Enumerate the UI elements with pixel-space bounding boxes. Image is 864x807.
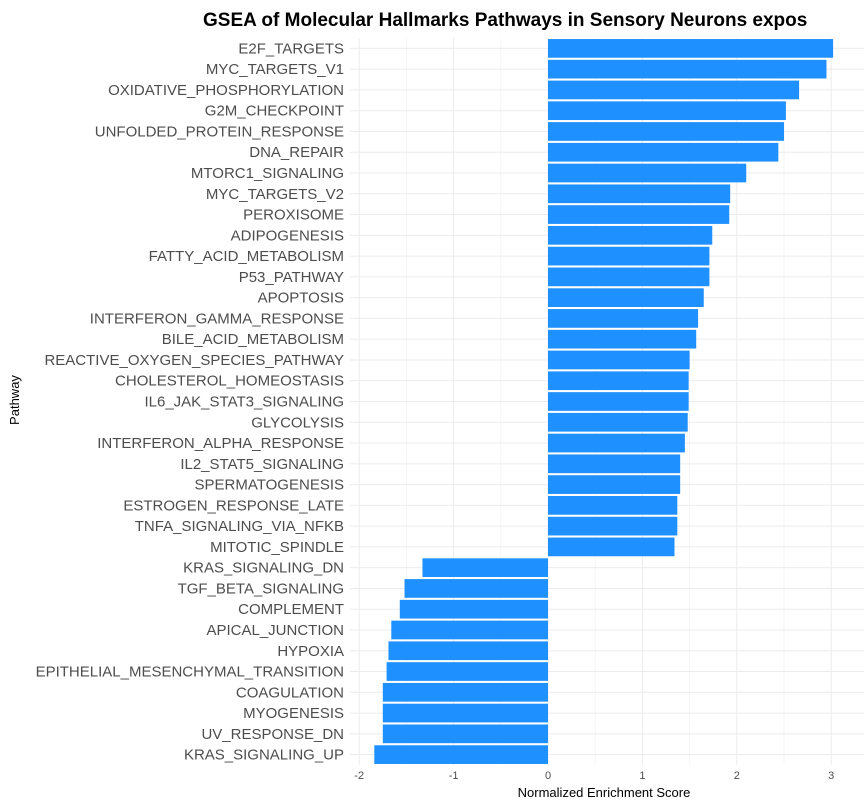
bar-interferon-alpha-response xyxy=(548,433,685,453)
category-label: COMPLEMENT xyxy=(238,601,344,618)
category-label: HYPOXIA xyxy=(277,643,344,660)
bar-glycolysis xyxy=(548,412,688,432)
category-label: TGF_BETA_SIGNALING xyxy=(178,580,344,597)
x-tick-labels: -2 -1 0 1 2 3 xyxy=(354,770,834,782)
chart-title: GSEA of Molecular Hallmarks Pathways in … xyxy=(203,10,807,31)
bar-adipogenesis xyxy=(548,225,713,245)
bar-tgf-beta-signaling xyxy=(404,579,548,598)
category-label: INTERFERON_GAMMA_RESPONSE xyxy=(90,310,344,327)
x-tick-label: 2 xyxy=(734,770,740,782)
bar-oxidative-phosphorylation xyxy=(548,80,800,100)
bar-mtorc1-signaling xyxy=(548,163,747,183)
bar-interferon-gamma-response xyxy=(548,309,699,328)
bar-il2-stat5-signaling xyxy=(548,454,681,474)
y-axis-title: Pathway xyxy=(7,375,22,425)
category-label: REACTIVE_OXYGEN_SPECIES_PATHWAY xyxy=(44,352,344,369)
bar-complement xyxy=(399,599,548,619)
bar-apical-junction xyxy=(391,620,548,640)
bar-cholesterol-homeostasis xyxy=(548,371,689,391)
category-label: DNA_REPAIR xyxy=(249,144,344,161)
category-label: GLYCOLYSIS xyxy=(251,414,344,431)
bar-fatty-acid-metabolism xyxy=(548,246,710,266)
x-tick-label: -2 xyxy=(354,770,364,782)
bar-tnfa-signaling-via-nfkb xyxy=(548,516,678,536)
x-tick-label: 3 xyxy=(828,770,834,782)
bar-il6-jak-stat3-signaling xyxy=(548,392,689,411)
bar-peroxisome xyxy=(548,205,730,224)
category-label: OXIDATIVE_PHOSPHORYLATION xyxy=(108,82,344,99)
bar-e2f-targets xyxy=(548,39,834,58)
bar-p53-pathway xyxy=(548,267,710,287)
category-label: MYC_TARGETS_V1 xyxy=(206,61,344,78)
x-tick-label: 0 xyxy=(545,770,551,782)
category-label: UNFOLDED_PROTEIN_RESPONSE xyxy=(95,123,344,140)
category-label: PEROXISOME xyxy=(243,207,344,224)
bar-hypoxia xyxy=(388,641,548,661)
category-labels: E2F_TARGETS MYC_TARGETS_V1 OXIDATIVE_PHOSP… xyxy=(36,40,345,763)
bar-uv-response-dn xyxy=(382,724,548,744)
category-label: UV_RESPONSE_DN xyxy=(201,726,344,743)
category-label: BILE_ACID_METABOLISM xyxy=(162,331,344,348)
bar-kras-signaling-dn xyxy=(422,558,548,578)
x-axis-title: Normalized Enrichment Score xyxy=(518,785,691,800)
category-label: INTERFERON_ALPHA_RESPONSE xyxy=(97,435,344,452)
category-label: P53_PATHWAY xyxy=(239,269,344,286)
category-label: FATTY_ACID_METABOLISM xyxy=(149,248,344,265)
bar-coagulation xyxy=(382,682,548,702)
category-label: MYOGENESIS xyxy=(243,705,344,722)
category-label: EPITHELIAL_MESENCHYMAL_TRANSITION xyxy=(36,664,344,681)
bar-mitotic-spindle xyxy=(548,537,675,557)
category-label: SPERMATOGENESIS xyxy=(195,477,344,494)
x-tick-label: 1 xyxy=(639,770,645,782)
category-label: ADIPOGENESIS xyxy=(231,227,344,244)
bar-unfolded-protein-response xyxy=(548,122,784,141)
bar-bile-acid-metabolism xyxy=(548,329,697,349)
bar-dna-repair xyxy=(548,142,779,162)
category-label: CHOLESTEROL_HOMEOSTASIS xyxy=(115,373,344,390)
category-label: KRAS_SIGNALING_DN xyxy=(183,560,344,577)
bar-epithelial-mesenchymal-transition xyxy=(386,662,548,681)
bar-myogenesis xyxy=(382,703,548,723)
x-tick-label: -1 xyxy=(449,770,459,782)
category-label: ESTROGEN_RESPONSE_LATE xyxy=(123,497,344,514)
category-label: MTORC1_SIGNALING xyxy=(191,165,344,182)
category-label: APOPTOSIS xyxy=(258,290,344,307)
bar-myc-targets-v2 xyxy=(548,184,731,204)
bar-g2m-checkpoint xyxy=(548,101,786,121)
bar-spermatogenesis xyxy=(548,475,681,494)
bar-kras-signaling-up xyxy=(374,745,548,764)
category-label: IL6_JAK_STAT3_SIGNALING xyxy=(144,394,344,411)
category-label: COAGULATION xyxy=(236,684,344,701)
category-label: G2M_CHECKPOINT xyxy=(205,103,344,120)
bar-apoptosis xyxy=(548,288,704,307)
category-label: APICAL_JUNCTION xyxy=(206,622,344,639)
category-label: MITOTIC_SPINDLE xyxy=(210,539,344,556)
bars xyxy=(374,39,834,764)
category-label: MYC_TARGETS_V2 xyxy=(206,186,344,203)
category-label: IL2_STAT5_SIGNALING xyxy=(180,456,344,473)
bar-myc-targets-v1 xyxy=(548,59,827,79)
category-label: E2F_TARGETS xyxy=(238,40,344,57)
bar-reactive-oxygen-species-pathway xyxy=(548,350,690,370)
bar-estrogen-response-late xyxy=(548,496,678,515)
category-label: KRAS_SIGNALING_UP xyxy=(184,747,344,764)
category-label: TNFA_SIGNALING_VIA_NFKB xyxy=(135,518,344,535)
